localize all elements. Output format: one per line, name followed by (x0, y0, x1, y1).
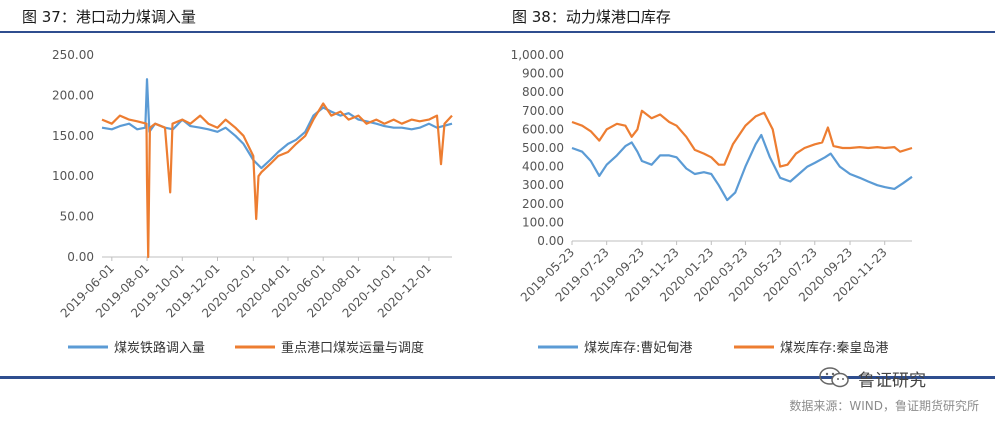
right-legend-label-2: 煤炭库存:秦皇岛港 (780, 340, 888, 356)
right-ytick-label: 900.00 (522, 67, 564, 81)
left-series-1-line (101, 78, 453, 170)
left-ytick-label: 150.00 (52, 129, 94, 143)
left-ytick-label: 250.00 (52, 48, 94, 62)
right-series-2-line (571, 109, 913, 168)
right-ytick-label: 1,000.00 (511, 48, 564, 62)
left-chart: 0.0050.00100.00150.00200.00250.002019-06… (52, 48, 453, 356)
right-ytick-label: 700.00 (522, 104, 564, 118)
right-ytick-label: 0.00 (537, 234, 564, 248)
right-ytick-label: 300.00 (522, 178, 564, 192)
right-chart: 0.00 100.00 200.00 300.00 400.00 500.00 600.00… (511, 48, 913, 356)
left-legend-label-2: 重点港口煤炭运量与调度 (281, 340, 424, 356)
right-series-1-line (571, 133, 913, 202)
left-chart-title: 图 37：港口动力煤调入量 (22, 8, 196, 26)
left-ytick-label: 50.00 (60, 210, 94, 224)
right-ytick-label: 800.00 (522, 85, 564, 99)
left-ytick-label: 100.00 (52, 169, 94, 183)
right-ytick-label: 600.00 (522, 122, 564, 136)
right-ytick-label: 100.00 (522, 215, 564, 229)
right-ytick-label: 500.00 (522, 141, 564, 155)
wechat-logo-icon (819, 367, 849, 388)
left-legend-label-1: 煤炭铁路调入量 (114, 340, 205, 356)
right-legend-label-1: 煤炭库存:曹妃甸港 (584, 340, 692, 356)
bottom-divider (0, 376, 995, 379)
right-ytick-label: 200.00 (522, 197, 564, 211)
top-divider (0, 31, 995, 33)
source-note: 数据来源：WIND，鲁证期货研究所 (789, 399, 979, 413)
right-chart-title: 图 38：动力煤港口库存 (512, 8, 671, 26)
left-ytick-label: 200.00 (52, 88, 94, 102)
logo-text: 鲁证研究 (858, 371, 926, 391)
left-series-2-line (101, 102, 453, 259)
right-ytick-label: 400.00 (522, 160, 564, 174)
left-ytick-label: 0.00 (67, 250, 94, 264)
